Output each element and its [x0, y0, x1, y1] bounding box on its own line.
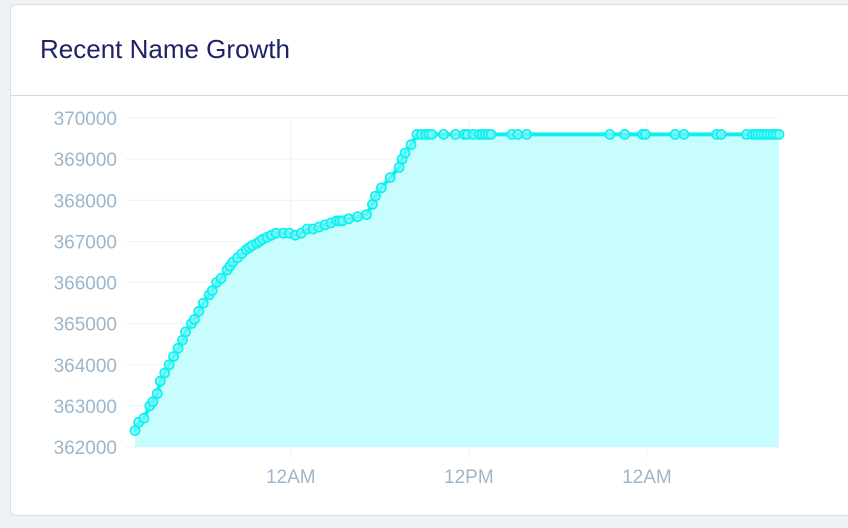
data-point[interactable] — [375, 182, 387, 194]
data-point[interactable] — [485, 128, 497, 140]
data-point[interactable] — [715, 128, 727, 140]
data-markers — [129, 128, 785, 437]
data-point[interactable] — [343, 213, 355, 225]
data-point[interactable] — [215, 272, 227, 284]
data-point[interactable] — [438, 128, 450, 140]
data-point[interactable] — [369, 190, 381, 202]
data-point[interactable] — [450, 128, 461, 140]
data-point[interactable] — [619, 128, 631, 140]
data-point[interactable] — [147, 396, 159, 408]
data-point[interactable] — [604, 128, 616, 140]
data-point[interactable] — [399, 147, 411, 159]
data-point[interactable] — [138, 412, 150, 424]
data-point[interactable] — [154, 375, 166, 387]
data-point[interactable] — [197, 297, 209, 309]
y-tick-label: 366000 — [54, 274, 117, 295]
y-tick-label: 367000 — [54, 232, 117, 253]
data-point[interactable] — [163, 359, 175, 371]
data-point[interactable] — [188, 314, 200, 325]
data-point[interactable] — [206, 285, 218, 297]
data-point[interactable] — [159, 367, 171, 379]
data-point[interactable] — [426, 128, 438, 140]
data-point[interactable] — [384, 172, 396, 184]
x-tick-label: 12AM — [622, 467, 672, 488]
y-tick-label: 368000 — [54, 191, 117, 212]
area-fill — [135, 134, 779, 447]
x-tick-label: 12AM — [266, 467, 316, 488]
data-point[interactable] — [180, 326, 191, 338]
data-point[interactable] — [151, 388, 163, 399]
y-tick-label: 363000 — [54, 397, 117, 418]
card-header: Recent Name Growth — [11, 5, 848, 96]
data-point[interactable] — [521, 128, 533, 140]
data-point[interactable] — [168, 351, 180, 362]
data-point[interactable] — [773, 128, 785, 140]
data-point[interactable] — [669, 128, 681, 140]
data-point[interactable] — [512, 128, 524, 140]
y-tick-label: 369000 — [54, 150, 117, 171]
y-axis-ticks: 362000 363000 364000 365000 366000 367000 3680… — [54, 109, 117, 459]
data-point[interactable] — [193, 305, 205, 317]
data-point[interactable] — [640, 128, 651, 140]
y-tick-label: 365000 — [54, 315, 117, 336]
y-tick-label: 364000 — [54, 356, 117, 377]
data-point[interactable] — [678, 128, 690, 140]
card-title: Recent Name Growth — [40, 34, 290, 64]
data-point[interactable] — [361, 209, 372, 221]
data-point[interactable] — [352, 211, 364, 223]
y-tick-label: 362000 — [54, 438, 117, 459]
area-fill-layer — [135, 134, 779, 447]
x-tick-label: 12PM — [444, 467, 494, 488]
y-tick-label: 370000 — [54, 109, 117, 130]
data-point[interactable] — [405, 139, 417, 151]
x-axis-ticks: 12AM 12PM 12AM — [266, 467, 672, 488]
data-point[interactable] — [172, 342, 184, 354]
